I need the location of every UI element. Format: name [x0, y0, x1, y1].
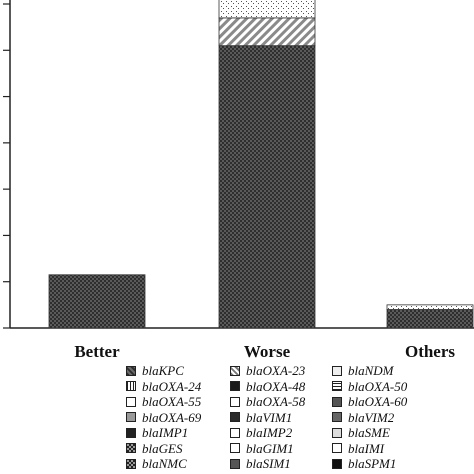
- legend-item-blaOXA-58: blaOXA-58: [230, 394, 305, 409]
- category-label-worse: Worse: [244, 342, 291, 361]
- legend-label: blaOXA-55: [142, 394, 202, 409]
- legend-label: blaIMI: [348, 440, 385, 456]
- bar-segment-blaNDM-Worse: [218, 0, 316, 19]
- legend-label: blaVIM1: [246, 409, 293, 425]
- legend-swatch: [126, 427, 136, 438]
- legend-item-blaSME: blaSME: [332, 425, 390, 440]
- legend-label: blaSIM1: [246, 456, 291, 471]
- legend-label: blaOXA-50: [348, 378, 408, 394]
- legend-swatch: [230, 396, 240, 407]
- legend-label: blaSPM1: [348, 456, 397, 471]
- legend-item-blaIMP1: blaIMP1: [126, 425, 188, 440]
- legend-item-blaKPC: blaKPC: [126, 363, 184, 378]
- legend-swatch: [332, 365, 342, 376]
- bars: [48, 0, 474, 329]
- legend-item-blaSIM1: blaSIM1: [230, 456, 291, 471]
- legend-item-blaOXA-69: blaOXA-69: [126, 410, 201, 425]
- legend-label: blaNMC: [142, 456, 187, 471]
- legend-item-blaIMP2: blaIMP2: [230, 425, 292, 440]
- legend-label: blaIMP2: [246, 425, 293, 440]
- legend-item-blaNDM: blaNDM: [332, 363, 394, 378]
- bar-segment-blaKPC-Better: [48, 274, 146, 329]
- legend-swatch: [332, 381, 342, 391]
- legend-label: blaOXA-69: [142, 409, 202, 425]
- legend-label: blaOXA-23: [246, 363, 306, 378]
- legend-item-blaOXA-23: blaOXA-23: [230, 363, 305, 378]
- legend-swatch: [230, 412, 240, 422]
- legend-label: blaVIM2: [348, 409, 395, 425]
- legend-item-blaSPM1: blaSPM1: [332, 456, 396, 471]
- legend-item-blaVIM1: blaVIM1: [230, 410, 292, 425]
- legend-swatch: [126, 381, 136, 391]
- legend-swatch: [230, 458, 240, 469]
- legend-swatch: [126, 365, 136, 376]
- legend-label: blaOXA-24: [142, 378, 202, 394]
- legend-swatch: [230, 365, 240, 376]
- bar-segment-blaNDM-Others: [386, 304, 474, 310]
- legend-item-blaOXA-50: blaOXA-50: [332, 379, 407, 394]
- category-label-others: Others: [405, 342, 455, 361]
- legend-label: blaKPC: [142, 363, 184, 378]
- legend-swatch: [332, 396, 342, 407]
- bar-segment-blaOXA-23-Worse: [218, 17, 316, 47]
- legend-swatch: [126, 412, 136, 422]
- bar-segment-blaKPC-Worse: [218, 45, 316, 329]
- legend-swatch: [230, 427, 240, 438]
- legend-swatch: [126, 458, 136, 469]
- legend-item-blaNMC: blaNMC: [126, 456, 187, 471]
- legend-swatch: [230, 381, 240, 391]
- legend-label: blaGIM1: [246, 440, 294, 456]
- legend-label: blaOXA-48: [246, 378, 306, 394]
- legend-swatch: [332, 458, 342, 469]
- legend-item-blaOXA-24: blaOXA-24: [126, 379, 201, 394]
- legend-swatch: [332, 412, 342, 422]
- legend-item-blaGIM1: blaGIM1: [230, 441, 294, 456]
- legend-swatch: [230, 443, 240, 453]
- legend-label: blaOXA-58: [246, 394, 306, 409]
- legend-label: blaNDM: [348, 363, 394, 378]
- legend-item-blaGES: blaGES: [126, 441, 182, 456]
- legend-swatch: [126, 396, 136, 407]
- legend-item-blaIMI: blaIMI: [332, 441, 384, 456]
- legend-label: blaSME: [348, 425, 390, 440]
- legend-label: blaIMP1: [142, 425, 189, 440]
- legend-item-blaOXA-60: blaOXA-60: [332, 394, 407, 409]
- legend-item-blaOXA-48: blaOXA-48: [230, 379, 305, 394]
- legend-item-blaVIM2: blaVIM2: [332, 410, 394, 425]
- legend-swatch: [332, 443, 342, 453]
- legend-swatch: [126, 443, 136, 453]
- bar-segment-blaKPC-Others: [386, 309, 474, 329]
- legend-label: blaGES: [142, 440, 183, 456]
- legend-swatch: [332, 427, 342, 438]
- category-labels: Better Worse Others: [74, 342, 455, 361]
- legend-label: blaOXA-60: [348, 394, 408, 409]
- legend-item-blaOXA-55: blaOXA-55: [126, 394, 201, 409]
- category-label-better: Better: [74, 342, 120, 361]
